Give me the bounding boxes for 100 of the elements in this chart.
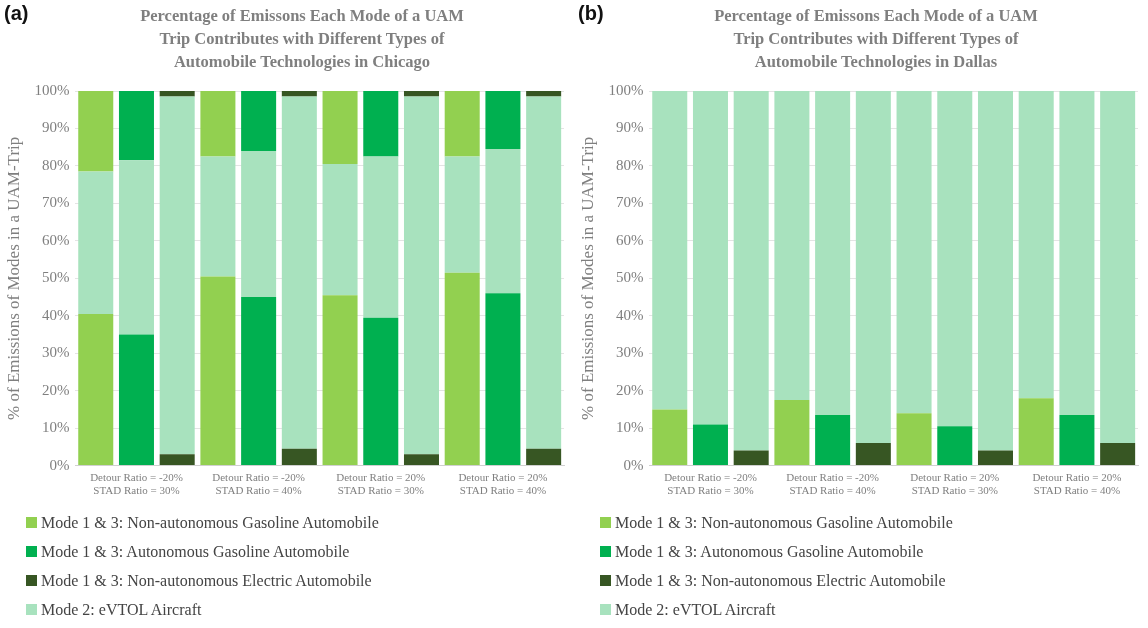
y-tick-label: 20% [41,381,70,398]
bar [78,313,114,466]
y-axis-title: % of Emissions of Modes in a UAM-Trip [577,136,597,420]
legend-label: Mode 1 & 3: Autonomous Gasoline Automobile [41,542,350,561]
bar [322,295,358,466]
bar [159,91,195,97]
y-tick-label: 10% [41,419,70,436]
bar [281,96,317,449]
bar [1100,91,1136,444]
bar [815,91,851,416]
y-tick-label: 90% [41,119,70,136]
y-tick-label: 0% [49,456,70,473]
bar [526,96,562,449]
bar [241,297,277,466]
bar [78,171,114,314]
bar [444,272,480,466]
bar [159,454,195,466]
bar [363,156,399,318]
text: (a) [4,2,29,25]
bar [200,91,236,157]
legend-label: Mode 1 & 3: Non-autonomous Gasoline Automobile [615,513,953,532]
bar [896,91,932,414]
y-tick-label: 10% [615,419,644,436]
bar [403,454,439,466]
bar [444,91,480,157]
y-tick-label: 20% [615,381,644,398]
y-tick-label: 30% [615,344,644,361]
y-tick-label: 80% [615,156,644,173]
bar [485,91,521,150]
x-tick-label: Detour Ratio = 20% STAD Ratio = 40% [458,471,548,497]
bar [733,450,769,466]
bar [774,91,810,401]
y-tick-label: 50% [615,269,644,286]
bar [118,334,154,466]
bar [200,156,236,277]
bar [526,448,562,466]
y-tick-label: 90% [615,119,644,136]
bar [692,424,728,466]
bar [78,91,114,172]
y-tick-label: 40% [615,306,644,323]
legend-label: Mode 1 & 3: Non-autonomous Electric Automobile [615,571,946,590]
legend-label: Mode 1 & 3: Autonomous Gasoline Automobile [615,542,924,561]
bar [403,91,439,97]
bar [733,91,769,451]
bar [652,409,688,466]
bar [855,443,891,466]
bar [896,413,932,466]
bar [1100,443,1136,466]
bar [281,448,317,466]
bar [774,400,810,466]
x-tick-label: Detour Ratio = -20% STAD Ratio = 30% [90,471,183,497]
y-axis-title: % of Emissions of Modes in a UAM-Trip [3,136,23,420]
y-tick-label: 80% [41,156,70,173]
bar [485,149,521,294]
x-tick-label: Detour Ratio = 20% STAD Ratio = 30% [336,471,426,497]
y-tick-label: 50% [41,269,70,286]
x-tick-label: Detour Ratio = -20% STAD Ratio = 40% [786,471,879,497]
bar [322,91,358,165]
text: (b) [578,2,604,25]
y-tick-label: 70% [41,194,70,211]
bar [444,156,480,273]
legend-label: Mode 2: eVTOL Aircraft [41,600,202,619]
bar [977,450,1013,466]
bar [937,426,973,466]
x-tick-label: Detour Ratio = -20% STAD Ratio = 30% [664,471,757,497]
legend-label: Mode 1 & 3: Non-autonomous Electric Automobile [41,571,372,590]
bar [281,91,317,97]
legend-label: Mode 2: eVTOL Aircraft [615,600,776,619]
y-tick-label: 100% [34,81,70,98]
bar [403,96,439,455]
chart-title: Percentage of Emissons Each Mode of a UAM Trip Contributes with Different Types of Automobile Technologies in Chicago [139,5,465,73]
bar [485,293,521,466]
bar [526,91,562,97]
y-tick-label: 100% [608,81,644,98]
bar [652,91,688,410]
x-tick-label: Detour Ratio = 20% STAD Ratio = 40% [1032,471,1122,497]
bar [200,276,236,466]
y-tick-label: 70% [615,194,644,211]
bar [241,91,277,151]
legend-label: Mode 1 & 3: Non-autonomous Gasoline Automobile [41,513,379,532]
bar [937,91,973,427]
y-tick-label: 60% [41,231,70,248]
bar [241,150,277,298]
y-tick-label: 0% [623,456,644,473]
y-tick-label: 30% [41,344,70,361]
bar [118,160,154,335]
bar [118,91,154,161]
x-tick-label: Detour Ratio = 20% STAD Ratio = 30% [910,471,1000,497]
chart-title: Percentage of Emissons Each Mode of a UAM Trip Contributes with Different Types of Automobile Technologies in Dallas [713,5,1039,73]
bar [977,91,1013,451]
bar [1059,415,1095,466]
bar [322,164,358,296]
bar [815,415,851,466]
y-tick-label: 40% [41,306,70,323]
x-tick-label: Detour Ratio = -20% STAD Ratio = 40% [212,471,305,497]
bar [363,317,399,466]
bar [1059,91,1095,416]
y-tick-label: 60% [615,231,644,248]
bar [855,91,891,444]
bar [363,91,399,157]
